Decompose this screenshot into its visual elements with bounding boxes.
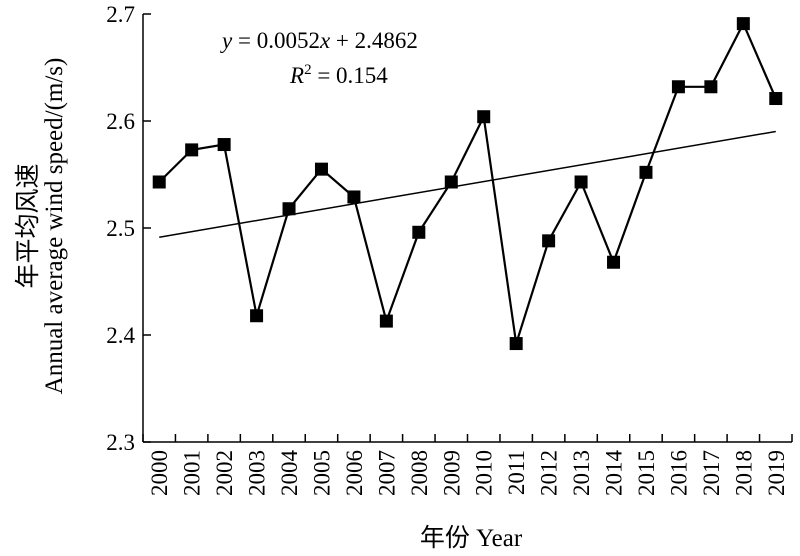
data-point-2018 — [736, 17, 750, 31]
equation-y: y — [220, 28, 233, 53]
x-tick-label: 2013 — [569, 450, 594, 496]
equation-intercept: + 2.4862 — [330, 28, 418, 53]
data-point-2019 — [769, 92, 783, 106]
y-tick-label: 2.7 — [106, 2, 135, 27]
data-point-2004 — [282, 202, 296, 216]
data-point-2005 — [314, 162, 328, 176]
x-tick-label: 2017 — [699, 450, 724, 496]
data-point-2000 — [152, 175, 166, 189]
x-tick-label: 2008 — [407, 450, 432, 496]
data-point-2014 — [607, 255, 621, 269]
data-point-2017 — [704, 80, 718, 94]
trend-line — [159, 130, 776, 238]
x-tick-label: 2010 — [472, 450, 497, 496]
series-line — [158, 21, 777, 344]
x-tick-label: 2015 — [634, 450, 659, 496]
y-tick-label: 2.4 — [106, 323, 135, 348]
x-axis-ticks: 2000 2001 2002 2003 2004 2005 2006 2007 2008 2009… — [142, 434, 793, 497]
y-tick-label: 2.5 — [106, 216, 135, 241]
x-tick-label: 2006 — [342, 450, 367, 496]
series — [152, 17, 783, 351]
data-point-2010 — [477, 110, 491, 124]
x-tick-label: 2012 — [537, 450, 562, 496]
data-point-2002 — [217, 138, 231, 152]
y-tick-label: 2.3 — [106, 430, 135, 455]
trendline — [159, 130, 776, 238]
x-tick-label: 2007 — [374, 450, 399, 496]
trend-equation: y = 0.0052x + 2.4862 — [220, 28, 418, 53]
data-point-2015 — [639, 165, 653, 179]
y-axis-ticks: 2.3 2.4 2.5 2.6 2.7 — [106, 2, 151, 455]
y-axis-title-cn: 年平均风速 — [14, 163, 42, 288]
x-tick-label: 2000 — [147, 450, 172, 496]
r-squared-value: = 0.154 — [312, 63, 389, 88]
x-tick-label: 2018 — [731, 450, 756, 496]
r-squared-symbol: R — [289, 63, 304, 88]
x-tick-label: 2001 — [180, 450, 205, 496]
data-point-2013 — [574, 175, 588, 189]
data-point-2003 — [250, 309, 264, 323]
equation-slope: = 0.0052 — [232, 28, 320, 53]
x-tick-label: 2016 — [666, 450, 691, 496]
y-axis-title-en: Annual average wind speed/(m/s) — [41, 58, 68, 395]
x-tick-label: 2011 — [504, 450, 529, 495]
x-tick-label: 2002 — [212, 450, 237, 496]
data-point-2009 — [444, 175, 458, 189]
data-point-2001 — [185, 143, 199, 157]
x-tick-label: 2009 — [439, 450, 464, 496]
data-point-2016 — [671, 80, 685, 94]
data-point-2007 — [379, 314, 393, 328]
data-point-2008 — [412, 225, 426, 239]
r-squared-exponent: 2 — [304, 62, 312, 78]
data-point-2012 — [542, 234, 556, 248]
x-tick-label: 2003 — [245, 450, 270, 496]
x-axis-title: 年份 Year — [420, 524, 523, 552]
data-point-2006 — [347, 190, 361, 204]
equation-x: x — [319, 28, 331, 53]
r-squared: R2 = 0.154 — [289, 62, 388, 88]
x-tick-label: 2005 — [309, 450, 334, 496]
data-point-2011 — [509, 337, 523, 351]
y-tick-label: 2.6 — [106, 109, 135, 134]
x-tick-label: 2004 — [277, 450, 302, 497]
x-tick-label: 2019 — [764, 450, 789, 496]
x-tick-label: 2014 — [602, 450, 627, 497]
